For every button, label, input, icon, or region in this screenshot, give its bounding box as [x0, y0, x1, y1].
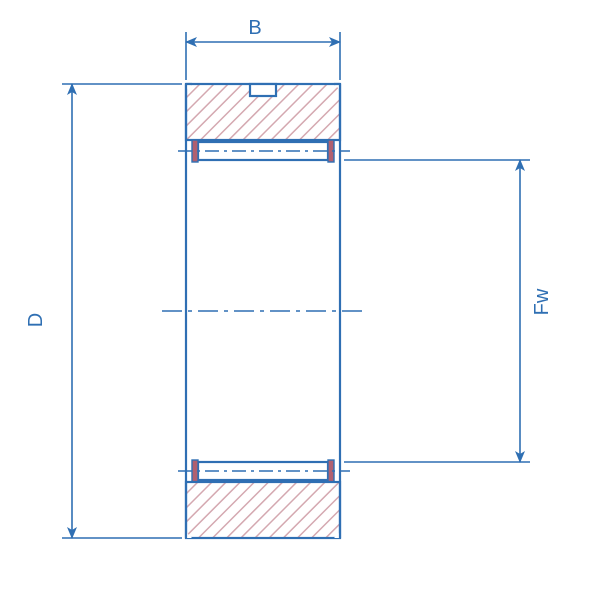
dimension-B: B — [186, 17, 340, 80]
lower-roller — [178, 460, 350, 482]
upper-ring-section — [186, 84, 340, 140]
dim-label-D: D — [25, 313, 47, 327]
bearing-cross-section: B D Fw — [0, 0, 600, 600]
dimension-D: D — [25, 84, 182, 538]
upper-roller — [178, 140, 350, 162]
dim-label-B: B — [248, 17, 261, 39]
lower-ring-section — [186, 482, 340, 538]
dimension-Fw: Fw — [344, 160, 553, 462]
dim-label-Fw: Fw — [531, 288, 553, 315]
